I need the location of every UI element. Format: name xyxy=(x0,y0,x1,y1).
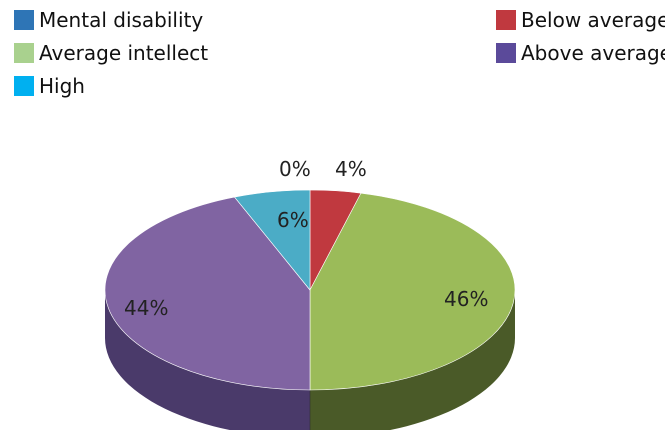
slice-high xyxy=(233,189,311,291)
legend-item-average-intellect: Average intellect xyxy=(14,41,208,65)
pie-side-walls xyxy=(105,290,515,430)
legend-swatch xyxy=(14,10,34,30)
slice-side-average-intellect xyxy=(310,290,515,430)
legend-label: Above average xyxy=(521,41,665,65)
data-label-above-average: 44% xyxy=(124,296,168,320)
legend-swatch xyxy=(14,43,34,63)
legend-item-mental-disability: Mental disability xyxy=(14,8,203,32)
data-labels: 0% 4% 46% 44% 6% xyxy=(124,157,488,320)
legend-label: Mental disability xyxy=(39,8,203,32)
legend-label: Average intellect xyxy=(39,41,208,65)
pie-slices xyxy=(104,189,516,391)
data-label-below-average: 4% xyxy=(335,157,367,181)
legend-swatch xyxy=(14,76,34,96)
slice-average-intellect xyxy=(309,192,516,391)
data-label-mental-disability: 0% xyxy=(279,157,311,181)
legend-swatch xyxy=(496,10,516,30)
slice-side-above-average xyxy=(105,290,310,430)
legend-item-high: High xyxy=(14,74,85,98)
slice-above-average xyxy=(104,196,311,391)
legend-item-below-average: Below average xyxy=(496,8,665,32)
data-label-average-intellect: 46% xyxy=(444,287,488,311)
legend-item-above-average: Above average xyxy=(496,41,665,65)
legend-label: Below average xyxy=(521,8,665,32)
legend: Mental disability Below average Average in… xyxy=(14,8,665,98)
legend-swatch xyxy=(496,43,516,63)
data-label-high: 6% xyxy=(277,208,309,232)
legend-label: High xyxy=(39,74,85,98)
